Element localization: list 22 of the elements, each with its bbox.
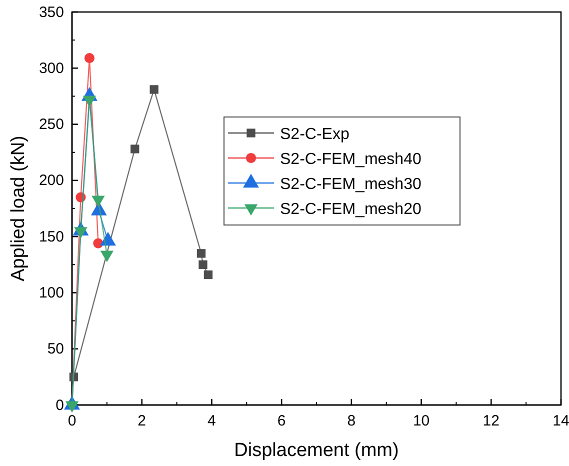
y-axis-title: Applied load (kN) [8, 136, 29, 282]
y-tick-label: 200 [38, 172, 64, 190]
y-tick-label: 100 [38, 284, 64, 302]
x-tick-label: 10 [412, 412, 430, 430]
x-tick-label: 14 [552, 412, 569, 430]
x-tick-label: 12 [482, 412, 500, 430]
y-tick-label: 0 [56, 396, 64, 414]
y-tick-label: 300 [38, 60, 64, 77]
x-tick-label: 8 [347, 412, 356, 430]
x-axis-title: Displacement (mm) [234, 440, 399, 461]
x-tick-label: 6 [277, 412, 286, 430]
x-tick-label: 2 [138, 412, 146, 430]
legend-label: S2-C-FEM_mesh40 [280, 151, 422, 168]
x-tick-label: 0 [68, 412, 76, 430]
y-tick-label: 350 [38, 4, 64, 21]
y-tick-label: 50 [47, 340, 64, 358]
legend-label: S2-C-FEM_mesh30 [280, 176, 422, 193]
y-tick-label: 250 [38, 116, 64, 134]
y-tick-label: 150 [38, 228, 64, 246]
legend-label: S2-C-Exp [280, 126, 350, 143]
legend-label: S2-C-FEM_mesh20 [280, 201, 422, 218]
x-tick-label: 4 [208, 412, 216, 430]
